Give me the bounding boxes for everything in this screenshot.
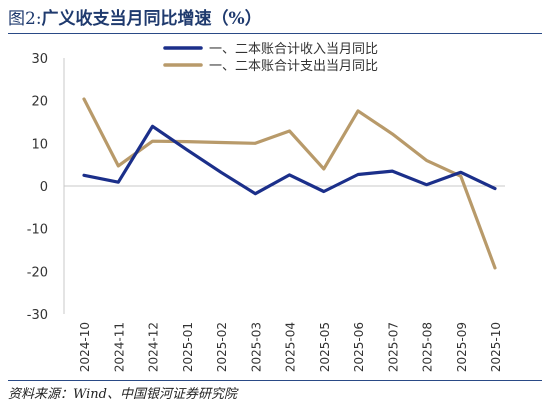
legend-label: 一、二本账合计支出当月同比 [209, 59, 378, 74]
income-series-line [82, 124, 497, 196]
y-tick-label: 10 [31, 137, 48, 152]
x-tick-label: 2025-03 [249, 322, 263, 372]
x-tick-label: 2025-09 [455, 322, 469, 372]
source-note: 资料来源：Wind、中国银河证券研究院 [8, 387, 237, 402]
y-tick-label: 0 [40, 180, 48, 195]
y-tick-label: 30 [31, 52, 48, 67]
legend-label: 一、二本账合计收入当月同比 [209, 42, 378, 57]
x-axis: 2024-10 2024-11 2024-12 2025-01 2025-02 2025-… [78, 322, 503, 372]
figure-label: 图2: [8, 9, 42, 29]
x-tick-label: 2025-07 [386, 322, 400, 372]
x-tick-label: 2025-04 [284, 322, 298, 372]
y-tick-label: -10 [27, 223, 48, 238]
figure-title: 广义收支当月同比增速（%） [41, 9, 262, 29]
x-tick-label: 2025-01 [181, 322, 195, 372]
y-tick-label: 20 [31, 95, 48, 110]
y-tick-label: -20 [27, 265, 48, 280]
series-layer [82, 97, 497, 270]
chart-title: 图2:广义收支当月同比增速（%） [8, 4, 542, 34]
x-tick-label: 2025-06 [352, 322, 366, 372]
x-tick-label: 2025-05 [318, 322, 332, 372]
x-tick-label: 2024-12 [147, 322, 161, 372]
x-tick-label: 2025-08 [421, 322, 435, 372]
x-tick-label: 2025-10 [489, 322, 503, 372]
y-axis: 30 20 10 0 -10 -20 -30 [27, 52, 505, 323]
y-tick-label: -30 [27, 308, 48, 323]
x-tick-label: 2024-11 [112, 322, 126, 372]
x-tick-label: 2025-02 [215, 322, 229, 372]
source-divider [8, 380, 542, 381]
x-tick-label: 2024-10 [78, 322, 92, 372]
